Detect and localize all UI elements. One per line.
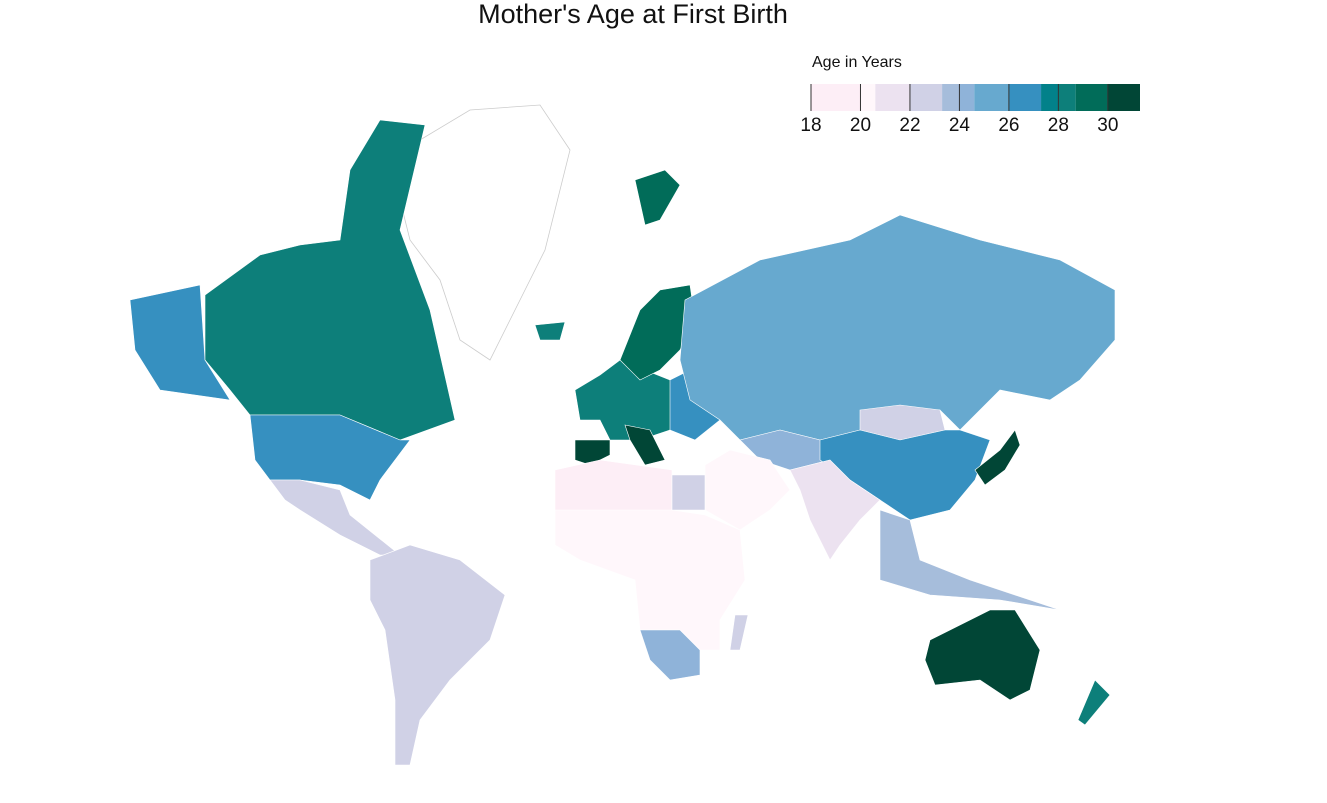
- legend-swatch: [942, 84, 960, 111]
- legend-tick-label: 18: [800, 115, 821, 136]
- legend-swatch: [959, 84, 975, 111]
- region: [974, 429, 1021, 486]
- legend-swatch: [1041, 84, 1059, 111]
- legend-title: Age in Years: [812, 54, 902, 71]
- region: [789, 459, 881, 561]
- legend-swatch: [909, 84, 943, 111]
- no-data-region: [399, 104, 571, 361]
- legend-tick-label: 22: [899, 115, 920, 136]
- legend-swatch: [875, 84, 910, 111]
- map-title: Mother's Age at First Birth: [478, 0, 788, 29]
- region: [634, 169, 681, 226]
- legend: 18 20 22 24 26 28 30: [800, 84, 1140, 136]
- legend-tick-label: 20: [850, 115, 871, 136]
- legend-swatch: [1058, 84, 1076, 111]
- legend-swatch: [1107, 84, 1140, 111]
- region: [1077, 679, 1111, 726]
- region: [249, 414, 411, 501]
- legend-swatch: [1075, 84, 1108, 111]
- region: [554, 509, 746, 651]
- region: [879, 509, 1061, 611]
- region: [671, 474, 706, 511]
- region: [369, 544, 506, 766]
- legend-tick-label: 28: [1048, 115, 1069, 136]
- region: [704, 449, 791, 531]
- region: [204, 119, 456, 441]
- region: [534, 321, 566, 341]
- legend-swatch: [860, 84, 876, 111]
- region: [639, 629, 701, 681]
- legend-swatch: [1008, 84, 1042, 111]
- legend-tick-label: 24: [949, 115, 971, 136]
- region: [129, 284, 231, 401]
- legend-tick-label: 26: [998, 115, 1019, 136]
- region: [624, 424, 666, 466]
- map: [129, 104, 1116, 766]
- legend-swatch: [974, 84, 1009, 111]
- region: [729, 614, 749, 651]
- region: [679, 214, 1116, 441]
- region: [924, 609, 1041, 701]
- legend-swatch: [811, 84, 861, 111]
- legend-tick-label: 30: [1097, 115, 1118, 136]
